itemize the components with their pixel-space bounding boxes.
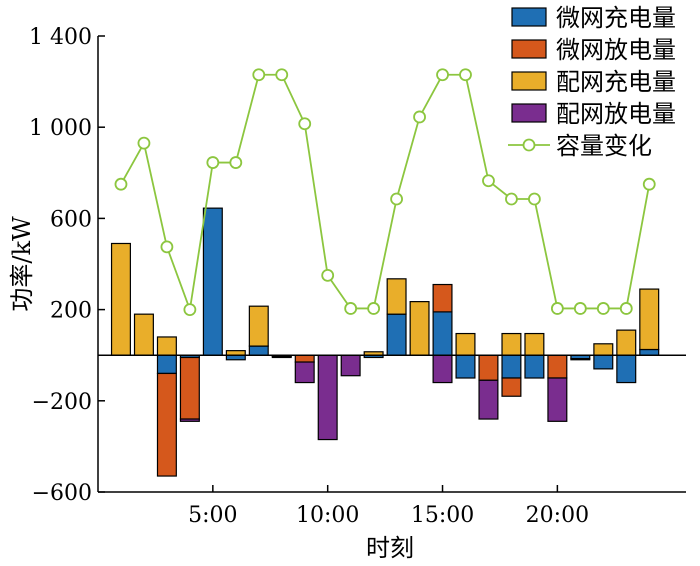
bar bbox=[547, 377, 568, 422]
bar bbox=[432, 354, 453, 384]
bar bbox=[133, 313, 154, 356]
bar bbox=[340, 354, 361, 377]
capacity-point bbox=[390, 192, 403, 206]
capacity-point bbox=[459, 68, 472, 82]
bar bbox=[547, 354, 568, 379]
bar bbox=[202, 207, 223, 356]
capacity-point bbox=[344, 302, 358, 315]
bar bbox=[432, 283, 453, 313]
axes bbox=[97, 36, 686, 493]
legend-label: 微网充电量 bbox=[556, 4, 676, 32]
y-tick-label: 600 bbox=[50, 207, 92, 232]
legend-swatch bbox=[511, 103, 547, 123]
bar bbox=[455, 332, 476, 356]
capacity-point bbox=[528, 192, 541, 206]
bar bbox=[110, 242, 131, 356]
capacity-point bbox=[160, 240, 174, 254]
bar bbox=[616, 354, 637, 384]
capacity-point bbox=[275, 68, 289, 82]
capacity-point bbox=[619, 302, 633, 315]
bar bbox=[248, 345, 269, 356]
legend-marker bbox=[522, 138, 536, 152]
bar bbox=[248, 305, 269, 347]
capacity-point bbox=[482, 174, 495, 188]
y-tick-label: 1 000 bbox=[29, 116, 92, 141]
bar bbox=[386, 278, 407, 315]
bar bbox=[524, 354, 545, 379]
bar bbox=[156, 354, 177, 375]
legend-swatch bbox=[511, 71, 547, 91]
capacity-point bbox=[114, 177, 128, 191]
bar bbox=[156, 372, 177, 477]
bar bbox=[501, 377, 522, 397]
legend-label: 微网放电量 bbox=[556, 36, 676, 64]
bar bbox=[639, 348, 660, 356]
capacity-point bbox=[573, 302, 587, 315]
capacity-point bbox=[252, 68, 266, 82]
x-tick-label: 5:00 bbox=[188, 503, 237, 528]
bar bbox=[432, 311, 453, 356]
bar bbox=[294, 354, 315, 363]
capacity-point bbox=[206, 156, 220, 169]
y-tick-label: 1 400 bbox=[29, 25, 92, 50]
y-axis-label: 功率/kW bbox=[8, 216, 36, 312]
capacity-point bbox=[596, 302, 610, 315]
bar bbox=[386, 313, 407, 356]
x-tick-label: 15:00 bbox=[411, 503, 474, 528]
bar bbox=[317, 354, 338, 441]
y-tick-label: −200 bbox=[32, 390, 92, 415]
bar bbox=[570, 358, 591, 361]
capacity-point bbox=[229, 156, 243, 169]
capacity-point bbox=[642, 177, 656, 191]
bar bbox=[455, 354, 476, 379]
capacity-point bbox=[550, 302, 564, 315]
legend-label: 容量变化 bbox=[556, 132, 652, 160]
bar bbox=[179, 418, 200, 422]
bar bbox=[156, 336, 177, 356]
capacity-point bbox=[436, 68, 449, 82]
bar-layer bbox=[110, 207, 660, 477]
capacity-point bbox=[413, 110, 426, 124]
bar bbox=[639, 288, 660, 351]
bar bbox=[478, 379, 499, 420]
bar bbox=[616, 329, 637, 356]
bar bbox=[409, 301, 430, 356]
capacity-point bbox=[298, 117, 312, 131]
tick-layer: −600 −200 200 600 1 000 1 400 5:00 10:00 15:00 20… bbox=[29, 25, 589, 528]
y-tick-label: 200 bbox=[50, 299, 92, 324]
legend-label: 配网充电量 bbox=[556, 68, 676, 96]
capacity-point bbox=[183, 303, 197, 317]
bar bbox=[478, 354, 499, 381]
capacity-line-layer bbox=[114, 68, 656, 317]
bar bbox=[179, 356, 200, 420]
capacity-point bbox=[321, 268, 335, 282]
legend-swatch bbox=[511, 39, 547, 59]
bar bbox=[271, 355, 292, 359]
legend-swatch bbox=[511, 7, 547, 27]
capacity-point bbox=[367, 302, 381, 315]
bar bbox=[501, 332, 522, 356]
bar bbox=[593, 343, 614, 356]
y-tick-label: −600 bbox=[32, 481, 92, 506]
x-tick-label: 20:00 bbox=[526, 503, 589, 528]
bar bbox=[593, 354, 614, 370]
bar bbox=[294, 361, 315, 384]
x-axis-label: 时刻 bbox=[366, 534, 414, 562]
legend-label: 配网放电量 bbox=[556, 100, 676, 128]
bar bbox=[501, 354, 522, 379]
capacity-point bbox=[137, 136, 151, 150]
bar bbox=[524, 332, 545, 356]
capacity-point bbox=[505, 192, 518, 206]
x-tick-label: 10:00 bbox=[296, 503, 359, 528]
